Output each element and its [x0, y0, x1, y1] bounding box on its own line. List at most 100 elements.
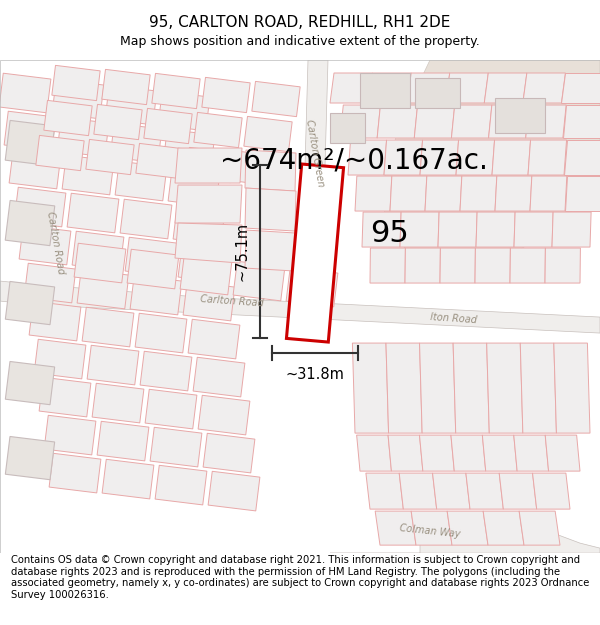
- Polygon shape: [370, 248, 406, 283]
- Polygon shape: [77, 269, 129, 309]
- Polygon shape: [245, 188, 296, 231]
- Polygon shape: [57, 118, 109, 157]
- Polygon shape: [286, 268, 338, 307]
- Polygon shape: [14, 188, 66, 227]
- Polygon shape: [563, 105, 600, 138]
- Polygon shape: [488, 105, 529, 138]
- Text: ~674m²/~0.167ac.: ~674m²/~0.167ac.: [220, 146, 488, 174]
- Polygon shape: [433, 473, 470, 509]
- Polygon shape: [203, 433, 255, 473]
- Polygon shape: [175, 148, 242, 183]
- Polygon shape: [330, 513, 600, 553]
- Polygon shape: [520, 343, 556, 433]
- Polygon shape: [135, 313, 187, 353]
- Polygon shape: [476, 212, 515, 247]
- Polygon shape: [245, 230, 296, 271]
- Polygon shape: [545, 435, 580, 471]
- Polygon shape: [514, 212, 553, 247]
- Text: Carlton Green: Carlton Green: [304, 119, 326, 188]
- Polygon shape: [62, 155, 114, 195]
- Polygon shape: [5, 201, 55, 246]
- Polygon shape: [178, 243, 230, 283]
- Polygon shape: [355, 176, 392, 211]
- Polygon shape: [330, 113, 365, 143]
- Polygon shape: [115, 161, 167, 201]
- Polygon shape: [415, 78, 460, 108]
- Polygon shape: [158, 91, 210, 131]
- Polygon shape: [523, 73, 565, 103]
- Text: Colman Way: Colman Way: [399, 523, 461, 539]
- Polygon shape: [514, 435, 548, 471]
- Polygon shape: [384, 140, 422, 175]
- Polygon shape: [9, 149, 61, 189]
- Polygon shape: [411, 511, 452, 545]
- Polygon shape: [52, 66, 100, 101]
- Polygon shape: [419, 343, 456, 433]
- Polygon shape: [564, 140, 600, 175]
- Polygon shape: [152, 73, 200, 109]
- Polygon shape: [19, 225, 71, 265]
- Polygon shape: [447, 511, 488, 545]
- Polygon shape: [180, 255, 232, 295]
- Polygon shape: [554, 343, 590, 433]
- Polygon shape: [495, 98, 545, 133]
- Polygon shape: [186, 148, 234, 182]
- Polygon shape: [36, 136, 84, 171]
- Polygon shape: [460, 176, 497, 211]
- Polygon shape: [173, 205, 225, 245]
- Polygon shape: [484, 73, 527, 103]
- Polygon shape: [330, 73, 373, 103]
- Polygon shape: [530, 176, 567, 211]
- Polygon shape: [29, 301, 81, 341]
- Polygon shape: [386, 343, 422, 433]
- Polygon shape: [377, 105, 418, 138]
- Text: ~75.1m: ~75.1m: [235, 222, 250, 281]
- Polygon shape: [102, 459, 154, 499]
- Polygon shape: [127, 249, 179, 289]
- Polygon shape: [44, 415, 96, 455]
- Polygon shape: [145, 389, 197, 429]
- Polygon shape: [144, 108, 192, 144]
- Polygon shape: [0, 281, 600, 333]
- Polygon shape: [44, 101, 92, 136]
- Polygon shape: [340, 105, 380, 138]
- Polygon shape: [208, 471, 260, 511]
- Polygon shape: [487, 343, 523, 433]
- Polygon shape: [67, 193, 119, 233]
- Polygon shape: [163, 129, 215, 169]
- Polygon shape: [155, 465, 207, 505]
- Polygon shape: [198, 395, 250, 435]
- Polygon shape: [510, 248, 545, 283]
- Polygon shape: [405, 248, 440, 283]
- Polygon shape: [120, 199, 172, 239]
- Polygon shape: [380, 60, 600, 273]
- Polygon shape: [302, 60, 328, 273]
- Polygon shape: [446, 73, 488, 103]
- Polygon shape: [168, 168, 220, 207]
- Polygon shape: [438, 212, 477, 247]
- Polygon shape: [130, 275, 182, 315]
- Polygon shape: [72, 231, 124, 271]
- Polygon shape: [483, 511, 524, 545]
- Polygon shape: [74, 243, 126, 283]
- Polygon shape: [400, 212, 439, 247]
- Polygon shape: [375, 511, 416, 545]
- Polygon shape: [34, 339, 86, 379]
- Text: lton Road: lton Road: [430, 312, 478, 326]
- Polygon shape: [5, 281, 55, 324]
- Polygon shape: [533, 473, 570, 509]
- Polygon shape: [5, 121, 55, 166]
- Polygon shape: [368, 73, 411, 103]
- Polygon shape: [97, 421, 149, 461]
- Polygon shape: [183, 281, 235, 321]
- Polygon shape: [175, 223, 242, 263]
- Polygon shape: [414, 105, 455, 138]
- Text: 95: 95: [370, 219, 409, 248]
- Polygon shape: [5, 436, 55, 480]
- Polygon shape: [244, 116, 292, 152]
- Polygon shape: [519, 511, 560, 545]
- Polygon shape: [356, 435, 391, 471]
- Polygon shape: [407, 73, 450, 103]
- Polygon shape: [545, 248, 580, 283]
- Polygon shape: [453, 343, 489, 433]
